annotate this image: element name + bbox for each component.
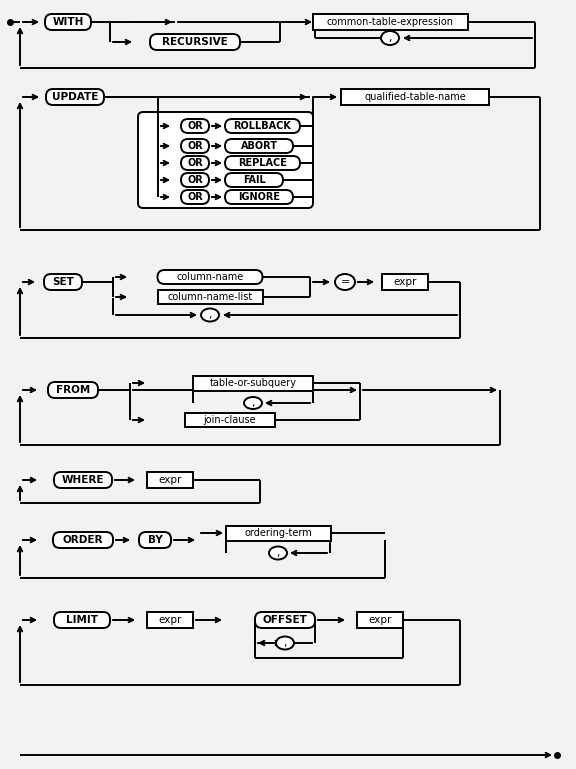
FancyBboxPatch shape [150, 34, 240, 50]
FancyBboxPatch shape [225, 119, 300, 133]
Text: column-name: column-name [176, 272, 244, 282]
Text: common-table-expression: common-table-expression [327, 17, 453, 27]
Bar [147, 612, 193, 628]
FancyBboxPatch shape [181, 119, 209, 133]
Text: ,: , [283, 638, 287, 648]
FancyBboxPatch shape [181, 173, 209, 187]
Text: FAIL: FAIL [242, 175, 266, 185]
FancyBboxPatch shape [225, 139, 293, 153]
Text: qualified-table-name: qualified-table-name [364, 92, 466, 102]
Text: =: = [340, 277, 350, 287]
Ellipse shape [244, 397, 262, 409]
Text: ,: , [388, 33, 392, 43]
Text: WHERE: WHERE [62, 475, 104, 485]
Text: RECURSIVE: RECURSIVE [162, 37, 228, 47]
Bar [313, 14, 468, 30]
Text: IGNORE: IGNORE [238, 192, 280, 202]
Text: ordering-term: ordering-term [244, 528, 312, 538]
FancyBboxPatch shape [46, 89, 104, 105]
Bar [147, 472, 193, 488]
Bar [382, 274, 428, 290]
Bar [157, 290, 263, 304]
Text: OFFSET: OFFSET [263, 615, 308, 625]
Text: REPLACE: REPLACE [238, 158, 287, 168]
Text: ,: , [251, 398, 255, 408]
Ellipse shape [269, 547, 287, 560]
Text: LIMIT: LIMIT [66, 615, 98, 625]
Bar [357, 612, 403, 628]
FancyBboxPatch shape [139, 532, 171, 548]
Text: ROLLBACK: ROLLBACK [233, 121, 291, 131]
Ellipse shape [201, 308, 219, 321]
Text: BY: BY [147, 535, 162, 545]
FancyBboxPatch shape [225, 190, 293, 204]
Text: SET: SET [52, 277, 74, 287]
FancyBboxPatch shape [181, 156, 209, 170]
FancyBboxPatch shape [53, 532, 113, 548]
Ellipse shape [335, 274, 355, 290]
Text: expr: expr [158, 615, 181, 625]
Text: ORDER: ORDER [63, 535, 103, 545]
Text: table-or-subquery: table-or-subquery [210, 378, 297, 388]
FancyBboxPatch shape [48, 382, 98, 398]
FancyBboxPatch shape [44, 274, 82, 290]
Bar [341, 89, 489, 105]
FancyBboxPatch shape [157, 270, 263, 284]
Text: FROM: FROM [56, 385, 90, 395]
FancyBboxPatch shape [181, 139, 209, 153]
FancyBboxPatch shape [255, 612, 315, 628]
Text: OR: OR [187, 192, 203, 202]
Text: OR: OR [187, 141, 203, 151]
Text: expr: expr [393, 277, 416, 287]
Ellipse shape [381, 31, 399, 45]
Text: column-name-list: column-name-list [168, 292, 253, 302]
FancyBboxPatch shape [138, 112, 313, 208]
Text: ,: , [209, 310, 212, 320]
Text: expr: expr [368, 615, 392, 625]
FancyBboxPatch shape [225, 156, 300, 170]
FancyBboxPatch shape [54, 472, 112, 488]
Bar [185, 413, 275, 427]
FancyBboxPatch shape [181, 190, 209, 204]
Text: OR: OR [187, 175, 203, 185]
FancyBboxPatch shape [225, 173, 283, 187]
FancyBboxPatch shape [45, 14, 91, 30]
Ellipse shape [276, 637, 294, 650]
Text: ABORT: ABORT [241, 141, 278, 151]
FancyBboxPatch shape [54, 612, 110, 628]
Bar [225, 525, 331, 541]
Text: join-clause: join-clause [204, 415, 256, 425]
Text: OR: OR [187, 158, 203, 168]
Bar [193, 375, 313, 391]
Text: expr: expr [158, 475, 181, 485]
Text: ,: , [276, 548, 280, 558]
Text: OR: OR [187, 121, 203, 131]
Text: WITH: WITH [52, 17, 84, 27]
Text: UPDATE: UPDATE [52, 92, 98, 102]
